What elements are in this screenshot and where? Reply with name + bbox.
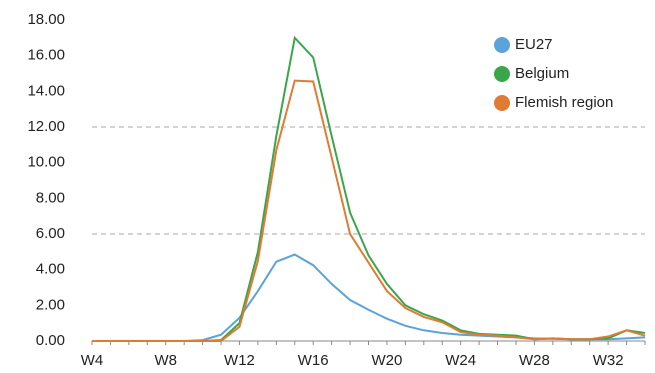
y-tick-label: 2.00 xyxy=(36,296,65,313)
legend-marker xyxy=(494,37,510,53)
y-tick-label: 6.00 xyxy=(36,225,65,242)
legend-marker xyxy=(494,66,510,82)
y-tick-label: 10.00 xyxy=(27,154,65,171)
legend-label: EU27 xyxy=(515,36,553,53)
series-line xyxy=(92,35,646,342)
x-tick-label: W28 xyxy=(519,352,550,369)
x-tick-label: W16 xyxy=(298,352,329,369)
y-tick-label: 4.00 xyxy=(36,261,65,278)
x-tick-label: W24 xyxy=(445,352,476,369)
y-tick-label: 16.00 xyxy=(27,47,65,64)
legend-label: Belgium xyxy=(515,65,569,82)
legend-marker xyxy=(494,95,510,111)
legend-label: Flemish region xyxy=(515,94,613,111)
y-tick-label: 12.00 xyxy=(27,118,65,135)
x-tick-label: W32 xyxy=(593,352,624,369)
y-tick-label: 14.00 xyxy=(27,82,65,99)
y-tick-label: 8.00 xyxy=(36,189,65,206)
x-tick-label: W12 xyxy=(224,352,255,369)
x-tick-label: W8 xyxy=(154,352,177,369)
series-line xyxy=(92,79,646,342)
x-tick-label: W4 xyxy=(81,352,104,369)
y-tick-label: 18.00 xyxy=(27,11,65,28)
x-tick-label: W20 xyxy=(372,352,403,369)
y-tick-label: 0.00 xyxy=(36,332,65,349)
series-line xyxy=(92,253,646,342)
